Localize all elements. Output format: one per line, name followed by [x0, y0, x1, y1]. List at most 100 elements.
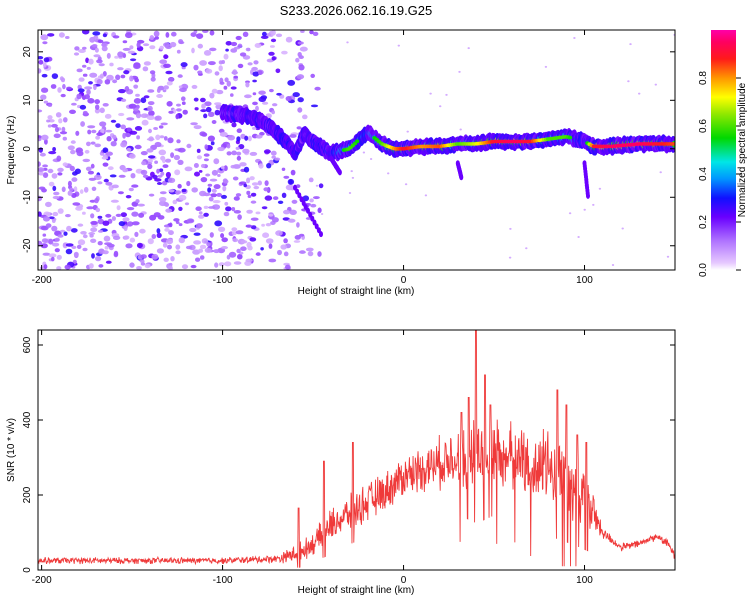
spectrogram-noise-cell [65, 243, 74, 247]
spectrogram-noise-cell [193, 30, 198, 34]
spectrogram-noise-cell [65, 36, 70, 39]
spectrogram-noise-cell [197, 43, 203, 49]
spectrogram-noise-cell [203, 153, 210, 157]
spectrogram-noise-cell [80, 121, 85, 127]
spectrogram-noise-cell [147, 89, 155, 93]
spectrogram-noise-cell [66, 225, 72, 232]
spectrogram-noise-cell [200, 97, 206, 103]
snr-y-axis: 0 200 400 600 [22, 336, 675, 573]
spectrogram-noise-cell [156, 228, 161, 234]
spectrogram-noise-cell [163, 202, 169, 207]
spectrogram-noise-cell [233, 196, 240, 201]
spectrogram-noise-cell [166, 101, 173, 107]
spectrogram-noise-cell [224, 261, 232, 267]
spectrogram-noise-cell [217, 174, 221, 177]
spectrogram-ridge-streak [319, 231, 323, 238]
spectrogram-noise-cell [156, 94, 164, 98]
spectrogram-noise-cell [186, 143, 192, 149]
spectrogram-noise-cell [200, 163, 206, 168]
spectrogram-noise-cell [80, 231, 87, 235]
spectrogram-noise-cell [598, 187, 602, 190]
spectrogram-noise-cell [348, 192, 352, 194]
spectrogram-noise-cell [261, 206, 268, 210]
spectrogram-noise-cell [228, 251, 237, 258]
spectrogram-noise-cell [223, 85, 228, 90]
spectrogram-noise-cell [171, 31, 177, 37]
spectrogram-noise-cell [199, 244, 207, 249]
spectrogram-noise-cell [86, 89, 91, 95]
spectrogram-ridge-core [567, 135, 573, 140]
spectrogram-noise-cell [252, 92, 257, 96]
spectrogram-noise-cell [82, 234, 88, 239]
spectrogram-noise-cell [230, 41, 238, 47]
spectrogram-noise-cell [95, 207, 101, 213]
spectrogram-noise-cell [95, 135, 100, 140]
spectrogram-noise-cell [310, 73, 316, 78]
spectrogram-noise-cell [253, 185, 260, 190]
spectrogram-noise-cell [194, 107, 199, 111]
colorbar-gradient [711, 30, 736, 270]
spectrogram-noise-cell [57, 172, 63, 176]
spectrogram-noise-cell [296, 74, 305, 80]
spectrogram-noise-cell [51, 256, 55, 262]
spectrogram-noise-cell [237, 253, 243, 260]
spectrogram-noise-cell [69, 165, 75, 172]
spectrogram-noise-cell [38, 68, 42, 74]
spectrogram-noise-cell [218, 65, 223, 72]
spectrogram-noise-cell [216, 192, 222, 197]
spectrogram-noise-cell [300, 30, 305, 33]
spectrogram-noise-cell [236, 136, 241, 142]
spectrogram-noise-cell [115, 213, 122, 217]
spectrogram-noise-cell [126, 127, 132, 132]
spectrogram-noise-cell [250, 192, 257, 197]
spectrogram-noise-cell [214, 109, 220, 116]
spectrogram-noise-cell [250, 200, 257, 204]
spectrogram-noise-cell [150, 76, 156, 82]
spectrogram-noise-cell [168, 189, 175, 193]
spectrogram-noise-cell [290, 169, 296, 176]
spectrogram-noise-cell [296, 222, 300, 228]
spectrogram-noise-cell [54, 248, 60, 253]
spectrogram-noise-cell [309, 30, 314, 35]
spectrogram-noise-cell [282, 217, 290, 221]
spectrogram-noise-cell [271, 30, 276, 36]
spectrogram-noise-cell [89, 36, 96, 43]
spectrogram-noise-cell [163, 257, 169, 262]
spectrogram-noise-cell [159, 191, 167, 195]
spectrogram-ridge-streak [586, 192, 590, 199]
spectrogram-noise-cell [221, 246, 228, 250]
spectrogram-noise-cell [297, 107, 303, 113]
spectrogram-noise-cell [262, 101, 269, 105]
spectrogram-noise-cell [82, 46, 87, 50]
spectrogram-noise-cell [233, 261, 242, 265]
spectrogram-noise-cell [142, 174, 149, 178]
spectrogram-noise-cell [162, 89, 167, 93]
spectrogram-noise-cell [163, 42, 170, 48]
spectrogram-noise-cell [154, 115, 162, 121]
spectrogram-noise-cell [102, 71, 107, 77]
spectrogram-noise-cell [98, 63, 105, 67]
spectrogram-noise-cell [72, 259, 77, 264]
spectrogram-noise-cell [168, 110, 174, 114]
spectrogram-noise-cell [190, 264, 197, 269]
spectrogram-noise-cell [82, 64, 87, 68]
snr-x-tick-label: -200 [32, 575, 52, 586]
spectrogram-noise-cell [148, 110, 155, 117]
spectrogram-noise-cell [86, 141, 91, 147]
spectrogram-noise-cell [181, 101, 186, 105]
spectrogram-noise-cell [214, 262, 219, 268]
spectrogram-noise-cell [159, 45, 164, 50]
spectrogram-noise-cell [297, 41, 304, 45]
spectrogram-noise-cell [100, 128, 105, 134]
colorbar-label: Normalized spectral amplitude [737, 82, 748, 217]
spectrogram-noise-cell [159, 59, 168, 64]
spectrogram-noise-cell [153, 30, 160, 37]
spectrogram-noise-cell [209, 30, 215, 36]
spectrogram-ridge-streak [310, 215, 315, 222]
spectrogram-y-tick-label: 10 [22, 94, 33, 106]
spectrogram-noise-cell [71, 102, 77, 106]
spectrogram-noise-cell [312, 31, 319, 36]
spectrogram-noise-cell [233, 46, 241, 50]
spectrogram-noise-cell [445, 93, 448, 96]
